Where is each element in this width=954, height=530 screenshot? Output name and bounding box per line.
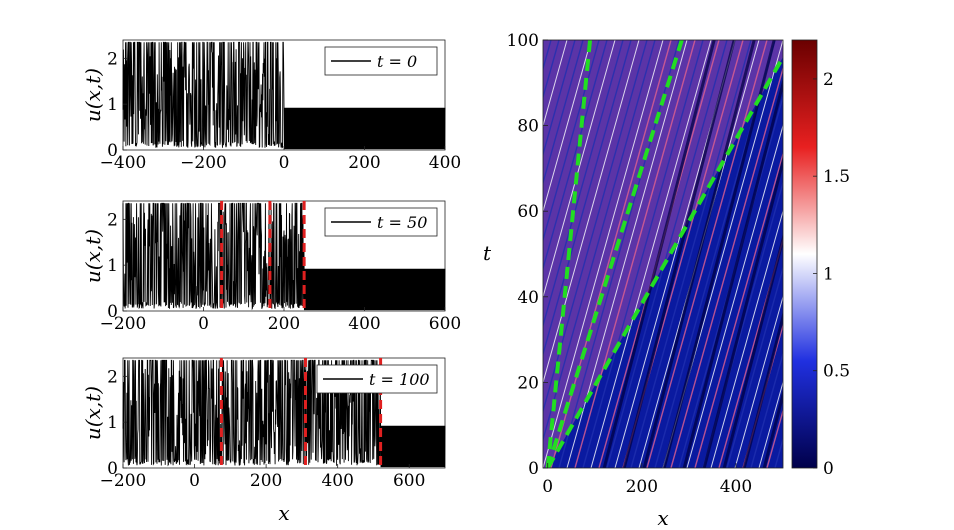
y-tick-label: 1 [107,256,118,276]
colorbar-tick-label: 1 [823,264,834,284]
heatmap-panel: 0 200 400 0 20 40 60 80 100 x t [483,31,784,530]
x-axis-label: x [657,506,668,530]
heatmap-frame [542,39,784,469]
x-tick-label: 200 [268,314,300,334]
signal-line [122,202,446,311]
legend: t = 100 [316,364,438,394]
colorbar-gradient [791,39,818,469]
y-tick-label: 60 [517,202,539,222]
y-tick-label: 40 [517,288,539,308]
colorbar-tick-label: 0.5 [823,362,850,382]
x-tick-label: 400 [321,471,353,491]
x-tick-label: 600 [429,314,461,334]
legend-label: t = 0 [377,52,417,71]
colorbar-tick-label: 0 [823,459,834,479]
x-axis-label: x [278,501,289,525]
legend: t = 0 [324,46,438,76]
y-tick-label: 2 [107,49,118,69]
boundary-line-0 [545,40,593,468]
y-tick-label: 20 [517,373,539,393]
x-tick-label: −200 [100,471,147,491]
colorbar: 0 0.5 1 1.5 2 [791,39,850,479]
y-tick-label: 80 [517,117,539,137]
boundary-line-2 [545,56,783,468]
y-tick-label: 1 [107,413,118,433]
heatmap-body [543,40,783,468]
x-tick-label: 600 [393,471,425,491]
x-tick-label: 0 [198,314,209,334]
legend-label: t = 100 [369,370,430,389]
y-tick-label: 1 [107,95,118,115]
x-tick-label: 0 [279,153,290,173]
legend: t = 50 [324,207,438,237]
x-tick-label: −200 [100,314,147,334]
colorbar-tick-label: 2 [823,70,834,90]
y-tick-label: 2 [107,367,118,387]
y-tick-label: 0 [107,459,118,479]
x-tick-label: 200 [348,153,380,173]
y-axis-label: t [483,241,492,265]
y-tick-label: 0 [528,459,539,479]
signal-line [122,41,446,150]
y-axis-label: u(x,t) [81,386,105,440]
chaotic-region [543,40,783,468]
x-tick-label: −400 [100,153,147,173]
x-tick-label: 0 [542,477,553,497]
colorbar-tick-label: 1.5 [823,167,850,187]
signal-line [122,359,446,468]
y-tick-label: 100 [507,31,539,51]
x-tick-label: 400 [429,153,461,173]
y-tick-label: 0 [107,302,118,322]
x-tick-label: 200 [626,477,658,497]
y-tick-label: 0 [107,141,118,161]
x-tick-label: 0 [189,471,200,491]
legend-label: t = 50 [377,213,427,232]
y-axis-label: u(x,t) [81,229,105,283]
x-tick-label: 400 [348,314,380,334]
x-tick-label: 400 [720,477,752,497]
time-panel-0: −400 −200 0 200 400 0 1 2u(x,t) t = 0 [81,39,461,173]
y-axis-label: u(x,t) [81,68,105,122]
x-tick-label: 200 [250,471,282,491]
y-tick-label: 2 [107,210,118,230]
x-tick-label: −200 [180,153,227,173]
